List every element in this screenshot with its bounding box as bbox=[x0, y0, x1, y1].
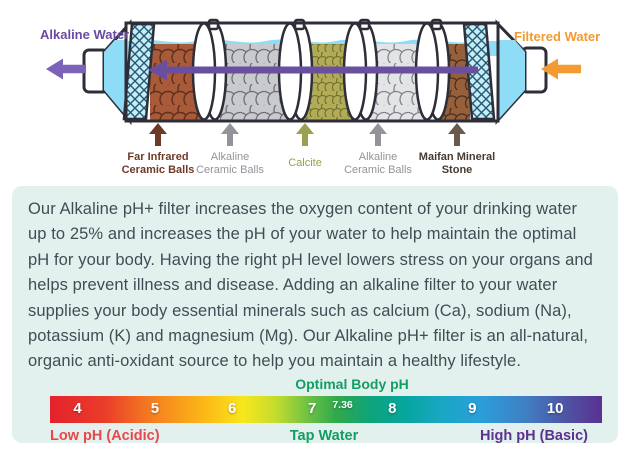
ph-tick-5: 5 bbox=[150, 400, 160, 417]
description-line: up to 25% and increases the pH of your w… bbox=[28, 225, 577, 244]
ph-tick-7: 7 bbox=[308, 400, 317, 417]
filtered-water-arrow-icon bbox=[541, 58, 581, 80]
inlet-water-label: Filtered Water bbox=[514, 29, 601, 44]
ph-tick-9: 9 bbox=[468, 400, 477, 417]
ph-tick-6: 6 bbox=[227, 400, 237, 417]
ph-tick-8: 8 bbox=[388, 400, 397, 417]
right-cone-water bbox=[497, 40, 525, 121]
ph-tick-4: 4 bbox=[73, 400, 82, 417]
component-label-alkaline-1: Alkaline Ceramic Balls bbox=[175, 123, 285, 177]
ph-scale-title: Optimal Body pH bbox=[295, 376, 409, 392]
component-label-maifan: Maifan Mineral Stone bbox=[402, 123, 512, 177]
filter-housing-illustration bbox=[46, 18, 581, 126]
housing-outline bbox=[124, 21, 500, 123]
ph-low-label: Low pH (Acidic) bbox=[50, 428, 160, 444]
up-arrow-icon bbox=[369, 123, 387, 146]
alkaline-water-arrow-icon bbox=[46, 58, 86, 80]
description-line: supplies your body essential minerals su… bbox=[28, 301, 572, 320]
description-paragraph: Our Alkaline pH+ filter increases the ox… bbox=[28, 197, 606, 375]
ph-mid-label: Tap Water bbox=[289, 428, 359, 444]
description-line: Our Alkaline pH+ filter increases the ox… bbox=[28, 200, 578, 218]
ph-gradient-bar: 4 5 6 7 7.36 8 9 10 bbox=[50, 396, 602, 423]
component-label-calcite: Calcite bbox=[250, 123, 360, 170]
up-arrow-icon bbox=[221, 123, 239, 146]
description-line: helps prevent illness and disease. Addin… bbox=[28, 276, 558, 295]
description-line: pH for your body. Having the right pH le… bbox=[28, 250, 593, 269]
ph-high-label: High pH (Basic) bbox=[480, 428, 588, 444]
up-arrow-icon bbox=[149, 123, 167, 146]
flow-arrow bbox=[148, 59, 478, 81]
up-arrow-icon bbox=[448, 123, 466, 146]
description-line: organic anti-oxidant source to help you … bbox=[28, 352, 522, 371]
ph-marker-7-36: 7.36 bbox=[332, 399, 353, 411]
left-cone-water bbox=[104, 40, 130, 121]
outlet-water-label: Alkaline Water bbox=[40, 27, 130, 42]
description-box: Our Alkaline pH+ filter increases the ox… bbox=[12, 186, 618, 444]
ph-tick-10: 10 bbox=[546, 400, 564, 417]
component-label-far-infrared: Far Infrared Ceramic Balls bbox=[103, 123, 213, 177]
description-line: potassium (K) and magnesium (Mg). Our Al… bbox=[28, 327, 589, 346]
up-arrow-icon bbox=[296, 123, 314, 146]
filter-diagram: Alkaline Water Filtered Water Far Infrar… bbox=[0, 0, 630, 185]
component-label-alkaline-2: Alkaline Ceramic Balls bbox=[323, 123, 433, 177]
